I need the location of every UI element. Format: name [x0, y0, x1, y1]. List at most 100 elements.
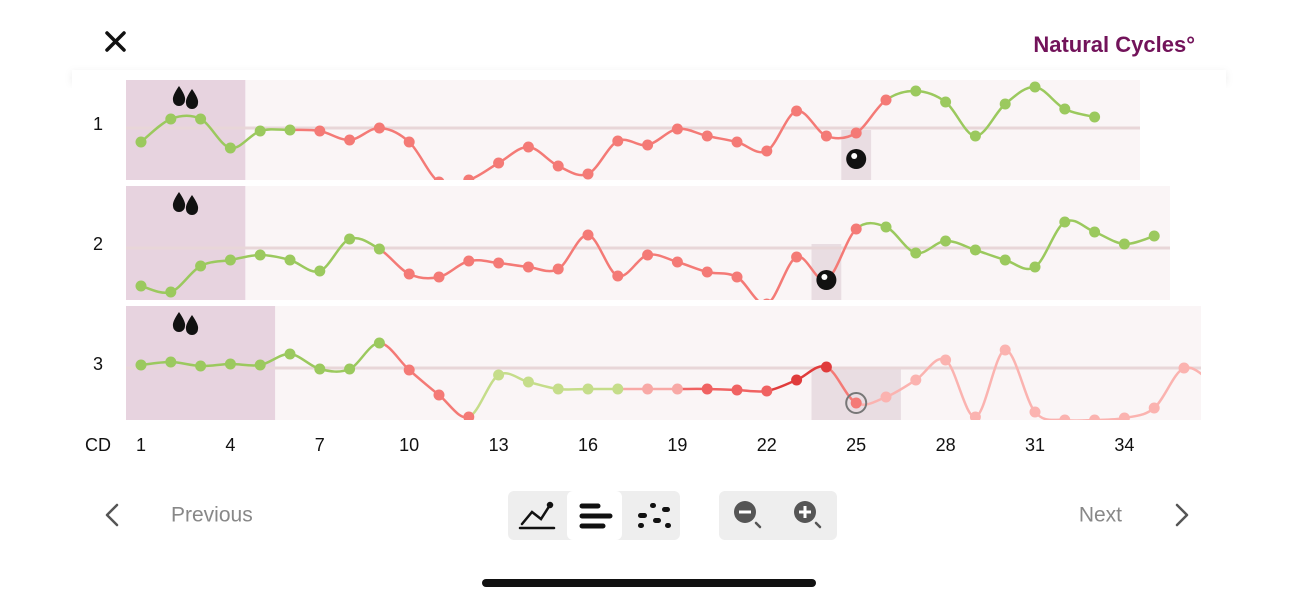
data-point [851, 128, 862, 139]
data-point [344, 234, 355, 245]
data-point [523, 262, 534, 273]
data-point [1149, 231, 1160, 242]
data-point [881, 392, 892, 403]
data-point [910, 248, 921, 259]
period-band [126, 80, 245, 180]
data-point [910, 86, 921, 97]
data-point [493, 370, 504, 381]
data-point [1089, 227, 1100, 238]
x-tick-label: 34 [1114, 435, 1134, 455]
x-tick-label: 13 [489, 435, 509, 455]
data-point [940, 97, 951, 108]
data-point [583, 169, 594, 180]
data-point [940, 236, 951, 247]
data-point [374, 123, 385, 134]
data-point [463, 256, 474, 267]
x-tick-label: 22 [757, 435, 777, 455]
data-point [553, 384, 564, 395]
data-point [1149, 403, 1160, 414]
data-point [672, 257, 683, 268]
data-point [761, 146, 772, 157]
data-point [612, 384, 623, 395]
data-point [732, 137, 743, 148]
row-label: 3 [93, 354, 103, 374]
data-point [583, 230, 594, 241]
data-point [225, 255, 236, 266]
data-point [434, 390, 445, 401]
data-point [702, 384, 713, 395]
data-point [136, 281, 147, 292]
data-point [642, 250, 653, 261]
ovulation-marker [816, 270, 836, 290]
x-tick-label: 28 [936, 435, 956, 455]
data-point [255, 126, 266, 137]
zoom-controls [719, 491, 837, 540]
data-point [434, 272, 445, 283]
home-indicator [482, 579, 816, 587]
x-tick-label: 16 [578, 435, 598, 455]
row-band [126, 306, 1201, 420]
data-point [821, 362, 832, 373]
data-point [255, 360, 266, 371]
data-point [195, 114, 206, 125]
data-point [374, 244, 385, 255]
data-point [702, 267, 713, 278]
data-point [1000, 345, 1011, 356]
previous-button[interactable]: Previous [107, 504, 253, 527]
data-point [285, 255, 296, 266]
data-point [1119, 239, 1130, 250]
data-point [1030, 262, 1041, 273]
data-point [404, 269, 415, 280]
data-point [285, 125, 296, 136]
data-point [165, 357, 176, 368]
close-button[interactable] [107, 33, 124, 50]
data-point [791, 106, 802, 117]
data-point [255, 250, 266, 261]
data-point [642, 140, 653, 151]
x-tick-label: 1 [136, 435, 146, 455]
data-point [612, 271, 623, 282]
data-point [1000, 255, 1011, 266]
x-tick-label: 19 [667, 435, 687, 455]
view-switcher [508, 491, 680, 540]
data-point [195, 361, 206, 372]
data-point [732, 385, 743, 396]
row-band [126, 186, 1170, 300]
data-point [881, 95, 892, 106]
next-button[interactable]: Next [1079, 504, 1187, 527]
data-point [1030, 82, 1041, 93]
data-point [1119, 413, 1130, 424]
data-point [761, 386, 772, 397]
data-point [225, 143, 236, 154]
data-point [1089, 415, 1100, 426]
data-point [523, 142, 534, 153]
data-point [821, 131, 832, 142]
x-axis-label: CD [85, 435, 111, 455]
data-point [136, 360, 147, 371]
data-point [553, 264, 564, 275]
data-point [553, 161, 564, 172]
data-point [672, 384, 683, 395]
x-tick-label: 25 [846, 435, 866, 455]
data-point [970, 131, 981, 142]
data-point [881, 222, 892, 233]
data-point [910, 375, 921, 386]
ovulation-marker-dot [821, 274, 827, 280]
data-point [523, 377, 534, 388]
data-point [970, 412, 981, 423]
x-tick-label: 10 [399, 435, 419, 455]
data-point [1059, 217, 1070, 228]
data-point [285, 349, 296, 360]
x-tick-label: 31 [1025, 435, 1045, 455]
data-point [314, 126, 325, 137]
row-label: 2 [93, 234, 103, 254]
data-point [642, 384, 653, 395]
data-point [702, 131, 713, 142]
data-point [1059, 104, 1070, 115]
data-point [225, 359, 236, 370]
x-tick-label: 4 [225, 435, 235, 455]
data-point [136, 137, 147, 148]
previous-label: Previous [171, 504, 253, 527]
